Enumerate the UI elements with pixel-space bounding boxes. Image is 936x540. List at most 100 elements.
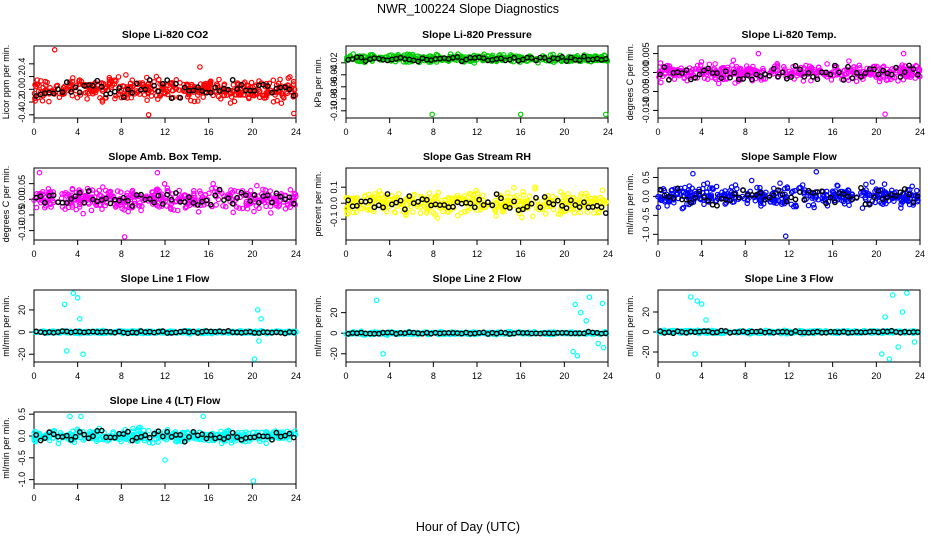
data-point <box>555 211 562 217</box>
outlier-point <box>904 290 910 296</box>
y-tick-label: -0.04 <box>329 65 339 86</box>
data-point <box>584 196 590 202</box>
data-point <box>454 212 461 219</box>
reference-point <box>159 80 166 87</box>
data-point <box>793 69 800 76</box>
reference-point <box>146 77 153 83</box>
outlier-point <box>429 111 436 118</box>
y-tick-label: 0.0 <box>17 430 27 443</box>
data-point <box>188 97 194 104</box>
data-point <box>474 190 481 197</box>
y-tick-label: -0.2 <box>17 94 27 110</box>
reference-point <box>103 195 110 202</box>
y-tick-label: 0.2 <box>17 70 27 83</box>
reference-point <box>866 201 873 208</box>
reference-point <box>415 58 421 65</box>
reference-point <box>172 190 179 196</box>
data-point <box>220 203 226 209</box>
data-point <box>601 52 608 59</box>
y-tick-label: 0.0 <box>641 190 651 203</box>
outlier-point <box>145 112 152 118</box>
y-tick-label: -0.06 <box>329 77 339 98</box>
data-point <box>267 210 274 216</box>
plot-frame <box>657 289 921 363</box>
y-tick-label: -0.05 <box>17 205 27 226</box>
y-tick-label: -0.5 <box>17 450 27 466</box>
reference-point <box>225 86 232 93</box>
data-point <box>841 71 848 78</box>
reference-point <box>901 186 908 192</box>
reference-point <box>858 73 864 80</box>
outlier-point <box>77 315 83 322</box>
data-point <box>259 92 266 99</box>
reference-point <box>107 328 114 335</box>
reference-point <box>550 201 557 208</box>
reference-point <box>146 196 153 202</box>
reference-point <box>679 70 685 77</box>
y-axis-label: ml/min per min. <box>625 173 635 235</box>
data-point <box>256 205 262 212</box>
data-point <box>233 92 240 98</box>
y-tick-label: 20 <box>329 308 339 318</box>
data-point <box>221 82 227 89</box>
data-point <box>828 77 835 83</box>
x-tick-label: 12 <box>160 127 170 137</box>
data-point <box>254 182 260 189</box>
data-point <box>504 190 511 196</box>
outlier-point <box>200 413 207 420</box>
x-tick-label: 20 <box>247 249 257 259</box>
points <box>343 51 611 118</box>
x-tick-label: 20 <box>871 249 881 259</box>
reference-point <box>125 86 131 93</box>
y-tick-label: 0.0 <box>329 197 339 210</box>
x-tick-label: 4 <box>75 371 80 381</box>
outlier-point <box>899 309 906 315</box>
data-point <box>173 86 180 92</box>
reference-point <box>63 200 70 206</box>
reference-point <box>177 94 184 101</box>
reference-point <box>683 67 690 74</box>
reference-point <box>85 188 92 195</box>
reference-point <box>120 94 127 101</box>
x-tick-label: 12 <box>472 249 482 259</box>
x-tick-label: 12 <box>472 127 482 137</box>
reference-point <box>401 206 408 213</box>
x-tick-label: 24 <box>915 371 925 381</box>
data-point <box>210 180 217 187</box>
reference-point <box>533 57 539 64</box>
x-tick-label: 0 <box>343 249 348 259</box>
x-tick-label: 16 <box>204 493 214 503</box>
reference-point <box>290 434 297 441</box>
reference-point <box>498 55 504 62</box>
x-tick-label: 8 <box>431 127 436 137</box>
x-tick-label: 0 <box>655 249 660 259</box>
data-point <box>262 187 269 193</box>
reference-point <box>910 199 917 206</box>
outlier-point <box>78 413 84 420</box>
x-tick-label: 0 <box>655 127 660 137</box>
reference-point <box>541 194 548 200</box>
reference-point <box>33 432 40 438</box>
data-point <box>760 65 766 72</box>
data-point <box>169 191 176 197</box>
data-point <box>99 206 105 213</box>
reference-point <box>832 62 838 69</box>
reference-point <box>155 192 162 199</box>
reference-point <box>493 191 500 198</box>
reference-point <box>94 77 101 84</box>
data-point <box>148 93 155 99</box>
y-tick-label: -0.02 <box>329 53 339 74</box>
data-point <box>591 210 597 216</box>
outlier-point <box>51 46 58 53</box>
reference-point <box>155 88 162 95</box>
data-point <box>119 205 125 212</box>
reference-point <box>384 57 391 64</box>
data-point <box>881 181 888 187</box>
reference-point <box>840 77 847 83</box>
outlier-point <box>882 111 888 118</box>
data-point <box>701 75 708 82</box>
plot-frame <box>657 45 921 119</box>
